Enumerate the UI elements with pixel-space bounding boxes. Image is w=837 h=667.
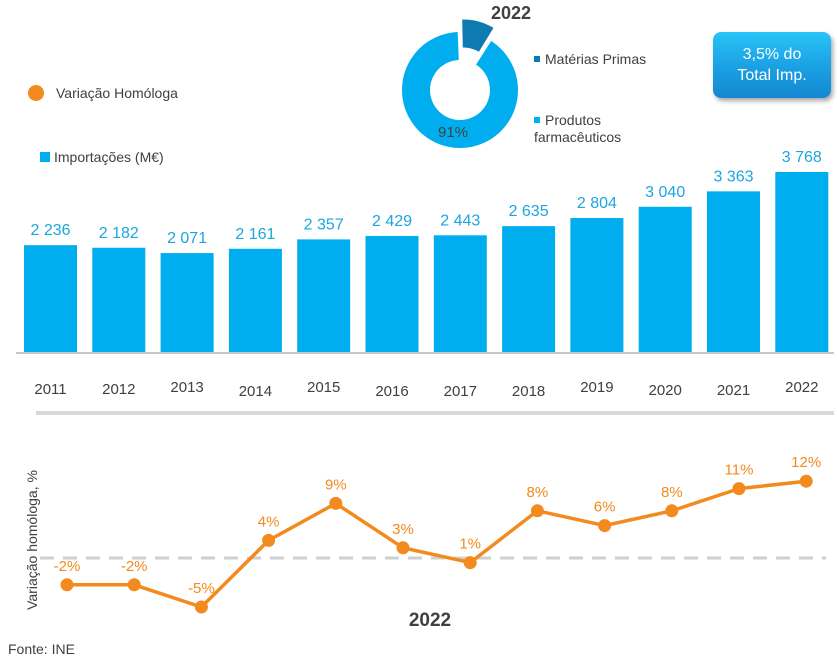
x-tick-label: 2017 — [444, 383, 477, 400]
bar — [297, 239, 351, 352]
line-value-label: 8% — [661, 484, 683, 501]
source-note: Fonte: INE — [8, 641, 75, 657]
x-tick-label: 2013 — [170, 379, 203, 396]
bar — [433, 235, 487, 352]
line-point — [396, 541, 410, 555]
line-point — [262, 533, 276, 547]
legend-line-label: Variação Homóloga — [56, 85, 178, 101]
pie-legend-marker-dark — [534, 56, 540, 62]
legend-bar-marker — [40, 152, 50, 162]
bar-value-label: 3 040 — [645, 184, 685, 201]
pie-slice-produtos — [401, 32, 518, 148]
callout-line1: 3,5% do — [742, 46, 802, 63]
bar-value-label: 2 635 — [509, 203, 549, 220]
bar-value-label: 2 071 — [167, 230, 207, 247]
bar — [638, 206, 692, 352]
legend-bar-label: Importações (M€) — [54, 149, 164, 165]
x-tick-label: 2021 — [717, 382, 750, 399]
line-point — [598, 519, 612, 533]
share-callout: 3,5% do Total Imp. — [713, 32, 831, 98]
pie-legend-label-materias: Matérias Primas — [545, 51, 647, 67]
bar — [570, 218, 624, 352]
y-axis-label: Variação homóloga, % — [24, 470, 40, 610]
pie-value-label: 91% — [438, 124, 468, 141]
bar-value-label: 2 161 — [235, 226, 275, 243]
line-point — [463, 556, 477, 570]
pie-legend-item-produtos: Produtos farmacêuticos — [534, 112, 621, 146]
line-value-label: -2% — [121, 558, 148, 575]
x-tick-label: 2014 — [239, 383, 272, 400]
bar-value-label: 2 804 — [577, 195, 617, 212]
legend-bar-item: Importações (M€) — [40, 149, 164, 165]
bar — [24, 245, 77, 352]
line-chart-title: 2022 — [408, 610, 452, 631]
bar-value-label: 2 182 — [99, 225, 139, 242]
line-value-label: 4% — [258, 513, 280, 530]
bar-value-label: 3 363 — [713, 168, 753, 185]
bar — [160, 253, 214, 352]
line-value-label: 8% — [527, 484, 549, 501]
line-value-label: 3% — [392, 521, 414, 538]
line-point — [127, 578, 141, 592]
pie-slice-materias — [462, 19, 494, 52]
line-point — [732, 482, 746, 496]
x-tick-label: 2020 — [649, 382, 682, 399]
bar-value-label: 2 429 — [372, 213, 412, 230]
line-point — [665, 504, 679, 518]
pie-legend-item-materias: Matérias Primas — [534, 51, 646, 68]
x-tick-label: 2016 — [375, 383, 408, 400]
x-tick-label: 2019 — [580, 379, 613, 396]
bar — [775, 172, 829, 352]
x-tick-label: 2022 — [785, 379, 818, 396]
bar — [228, 248, 282, 352]
pie-title: 2022 — [490, 3, 532, 23]
bar — [502, 226, 556, 352]
pie-legend-label-produtos-2: farmacêuticos — [534, 129, 622, 145]
x-tick-label: 2015 — [307, 379, 340, 396]
callout-line2: Total Imp. — [737, 67, 807, 84]
x-tick-label: 2012 — [102, 381, 135, 398]
bar — [707, 191, 760, 352]
line-point — [194, 600, 208, 614]
bar-value-label: 2 236 — [30, 222, 70, 239]
pie-legend-marker-light — [534, 117, 540, 123]
line-value-label: 6% — [594, 499, 616, 516]
variation-line — [67, 479, 807, 609]
line-value-label: 1% — [459, 536, 481, 553]
bar-value-label: 2 443 — [440, 212, 480, 229]
pie-legend-label-produtos-1: Produtos — [545, 112, 602, 128]
bar-value-label: 2 357 — [304, 216, 344, 233]
x-tick-label: 2018 — [512, 383, 545, 400]
legend-line-item: Variação Homóloga — [28, 85, 178, 101]
line-value-label: -5% — [188, 580, 215, 597]
legend-line-marker — [28, 85, 44, 101]
x-tick-label: 2011 — [34, 381, 66, 398]
line-value-label: 9% — [325, 476, 347, 493]
line-point — [60, 578, 74, 592]
bar — [92, 247, 146, 352]
line-value-label: 12% — [791, 454, 821, 471]
line-point — [799, 474, 813, 488]
bar-value-label: 3 768 — [782, 149, 822, 166]
bar — [365, 235, 419, 352]
line-value-label: 11% — [725, 462, 754, 479]
line-value-label: -2% — [54, 558, 81, 575]
line-point — [329, 496, 343, 510]
line-point — [530, 504, 544, 518]
